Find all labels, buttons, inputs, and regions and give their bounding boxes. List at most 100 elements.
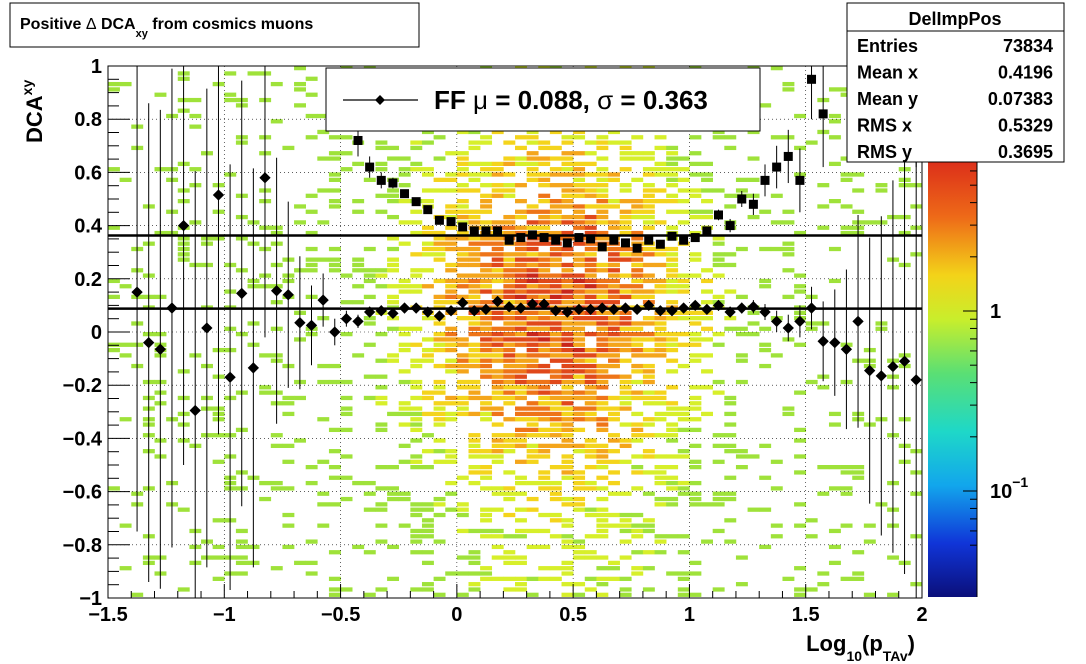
rms-point — [807, 74, 817, 84]
rms-point — [527, 230, 537, 240]
mean-point — [805, 302, 818, 314]
rms-point — [632, 243, 642, 253]
mean-point — [736, 302, 748, 314]
mean-point — [375, 305, 387, 317]
grid — [108, 66, 922, 598]
chart-title: Positive Δ DCAxy from cosmics muons — [20, 16, 313, 40]
mean-point — [852, 315, 864, 328]
stats-label: Entries — [857, 36, 918, 56]
stats-label: RMS x — [857, 116, 912, 136]
mean-point — [445, 305, 457, 317]
x-tick-label: 1 — [684, 604, 695, 626]
mean-point — [352, 315, 364, 328]
mean-point — [689, 299, 701, 312]
mean-point — [701, 303, 713, 316]
mean-point — [829, 336, 841, 349]
x-tick-label: −1.5 — [88, 604, 127, 626]
mean-point — [747, 301, 760, 313]
mean-point — [410, 302, 422, 314]
rms-point — [748, 199, 758, 209]
mean-point — [596, 302, 608, 314]
mean-point — [201, 322, 213, 334]
mean-point — [712, 299, 725, 312]
mean-point — [887, 360, 899, 373]
mean-point — [898, 355, 911, 367]
mean-point — [247, 362, 260, 374]
rms-point — [353, 135, 363, 145]
mean-point — [224, 371, 236, 383]
markers — [131, 74, 922, 417]
rms-point — [586, 234, 596, 244]
y-tick-label: −0.2 — [63, 375, 102, 397]
color-bar-label-1: 1 — [990, 301, 1001, 323]
rms-point — [737, 194, 747, 204]
legend: FF μ = 0.088, σ = 0.363 — [325, 67, 761, 132]
mean-point — [189, 404, 201, 417]
x-axis-label: Log10(pTAv) — [806, 631, 915, 664]
mean-point — [317, 294, 329, 306]
y-tick-label: −0.4 — [63, 428, 103, 450]
mean-point — [480, 303, 492, 316]
mean-point — [259, 172, 271, 184]
rms-point — [818, 109, 828, 119]
mean-point — [666, 305, 678, 317]
mean-point — [608, 303, 620, 316]
mean-point — [573, 303, 585, 316]
mean-point — [643, 299, 655, 312]
mean-point — [550, 305, 562, 317]
mean-point — [770, 315, 783, 328]
mean-point — [282, 289, 294, 301]
mean-point — [840, 343, 853, 355]
mean-point — [294, 317, 306, 329]
mean-point — [131, 286, 143, 298]
title-box: Positive Δ DCAxy from cosmics muons — [9, 2, 420, 48]
rms-point — [783, 151, 793, 161]
mean-point — [329, 326, 341, 338]
x-tick-label: 0 — [451, 604, 462, 626]
rms-point — [365, 162, 375, 172]
y-tick-label: −0.6 — [63, 482, 102, 504]
mean-point — [794, 315, 806, 328]
mean-point — [677, 302, 690, 314]
rms-point — [609, 235, 619, 245]
mean-point — [363, 306, 376, 318]
rms-point — [574, 233, 584, 243]
fit-lines — [108, 234, 922, 310]
mean-point — [491, 295, 504, 308]
rms-point — [714, 210, 723, 220]
stats-label: RMS y — [857, 142, 912, 162]
mean-point — [515, 302, 527, 314]
mean-point — [817, 335, 829, 347]
y-tick-label: 0.8 — [74, 109, 102, 131]
rms-point — [551, 235, 561, 245]
rms-point — [400, 189, 410, 199]
rms-point — [667, 231, 677, 241]
color-bar: 1 10−1 — [928, 150, 1028, 597]
rms-point — [411, 197, 421, 207]
mean-point — [631, 303, 643, 316]
rms-point — [504, 235, 514, 245]
mean-point — [166, 302, 178, 314]
mean-point — [433, 310, 446, 322]
stats-value: 73834 — [1003, 36, 1053, 56]
mean-point — [457, 297, 469, 309]
stats-value: 0.07383 — [988, 89, 1053, 109]
rms-point — [434, 215, 444, 225]
rms-point — [423, 205, 433, 215]
rms-point — [690, 233, 700, 243]
y-tick-label: 0.6 — [74, 162, 102, 184]
x-tick-label: −0.5 — [321, 604, 360, 626]
mean-point — [503, 301, 515, 313]
rms-point — [702, 226, 712, 236]
mean-point — [864, 364, 876, 377]
mean-point — [910, 374, 922, 386]
mean-point — [584, 303, 597, 316]
rms-point — [493, 226, 503, 236]
rms-point — [795, 175, 805, 185]
stats-value: 0.4196 — [998, 63, 1053, 83]
y-tick-label: 0.2 — [74, 269, 102, 291]
mean-point — [398, 302, 411, 314]
rms-point — [458, 222, 468, 232]
x-tick-label: 2 — [916, 604, 927, 626]
